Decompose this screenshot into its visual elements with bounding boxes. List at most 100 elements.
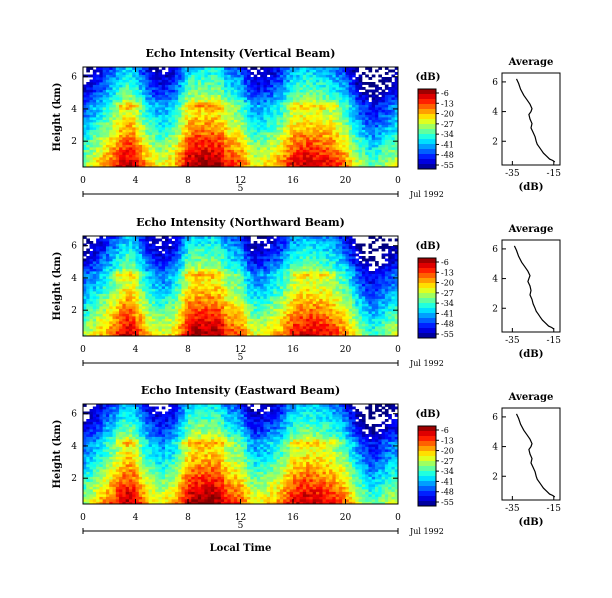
heatmap-cell: [181, 102, 186, 105]
heatmap-cell: [332, 94, 337, 98]
heatmap-cell: [145, 238, 150, 242]
heatmap-cell: [329, 99, 333, 103]
heatmap-cell: [165, 291, 169, 294]
heatmap-cell: [299, 144, 304, 148]
heatmap-cell: [119, 326, 123, 329]
heatmap-cell: [112, 82, 117, 85]
heatmap-cell: [155, 301, 159, 304]
heatmap-cell: [293, 139, 297, 143]
heatmap-cell: [296, 97, 300, 100]
heatmap-cell: [325, 97, 330, 100]
heatmap-cell: [168, 102, 172, 105]
heatmap-cell: [296, 69, 300, 73]
heatmap-cell: [306, 134, 310, 138]
heatmap-cell: [155, 134, 159, 138]
heatmap-cell: [220, 99, 225, 103]
heatmap-cell: [105, 144, 110, 148]
heatmap-cell: [142, 67, 146, 70]
heatmap-cell: [168, 107, 172, 110]
heatmap-cell: [105, 89, 110, 93]
heatmap-cell: [368, 142, 373, 145]
heatmap-cell: [299, 132, 304, 135]
heatmap-cell: [338, 127, 343, 130]
heatmap-cell: [329, 69, 333, 73]
heatmap-cell: [197, 104, 202, 108]
heatmap-cell: [365, 67, 369, 70]
heatmap-cell: [158, 82, 163, 85]
heatmap-cell: [348, 137, 353, 140]
heatmap-cell: [217, 159, 222, 163]
heatmap-cell: [266, 94, 271, 98]
heatmap-cell: [109, 331, 113, 334]
heatmap-cell: [115, 142, 120, 145]
heatmap-cell: [256, 107, 261, 110]
heatmap-cell: [283, 154, 287, 158]
heatmap-cell: [197, 162, 202, 165]
heatmap-cell: [201, 92, 205, 95]
heatmap-cell: [128, 298, 133, 302]
heatmap-cell: [158, 74, 163, 78]
heatmap-cell: [96, 293, 100, 297]
heatmap-cell: [102, 251, 107, 254]
heatmap-cell: [302, 164, 307, 168]
heatmap-cell: [329, 67, 333, 70]
heatmap-cell: [165, 112, 169, 115]
heatmap-cell: [105, 278, 110, 282]
heatmap-cell: [168, 316, 172, 319]
heatmap-cell: [181, 333, 186, 337]
heatmap-cell: [296, 124, 300, 128]
heatmap-cell: [378, 149, 382, 153]
heatmap-cell: [92, 89, 97, 93]
heatmap-cell: [273, 72, 277, 75]
heatmap-cell: [315, 72, 320, 75]
heatmap-cell: [145, 119, 150, 123]
heatmap-cell: [342, 107, 346, 110]
heatmap-cell: [391, 104, 396, 108]
heatmap-cell: [352, 69, 356, 73]
heatmap-cell: [112, 306, 117, 309]
heatmap-cell: [171, 303, 176, 307]
heatmap-cell: [319, 139, 323, 143]
heatmap-cell: [119, 134, 123, 138]
heatmap-cell: [142, 69, 146, 73]
heatmap-cell: [352, 122, 356, 125]
heatmap-cell: [109, 94, 113, 98]
heatmap-cell: [345, 147, 350, 150]
heatmap-cell: [394, 79, 399, 83]
heatmap-cell: [102, 308, 107, 312]
heatmap-cell: [191, 129, 195, 133]
heatmap-cell: [148, 92, 153, 95]
heatmap-cell: [92, 134, 97, 138]
heatmap-cell: [197, 154, 202, 158]
heatmap-cell: [322, 124, 327, 128]
heatmap-cell: [332, 79, 337, 83]
heatmap-cell: [148, 291, 153, 294]
heatmap-cell: [96, 326, 100, 329]
heatmap-cell: [201, 89, 205, 93]
heatmap-cell: [319, 72, 323, 75]
heatmap-cell: [322, 132, 327, 135]
heatmap-cell: [266, 137, 271, 140]
heatmap-cell: [283, 77, 287, 80]
heatmap-cell: [256, 99, 261, 103]
heatmap-cell: [309, 122, 314, 125]
heatmap-cell: [240, 112, 245, 115]
heatmap-cell: [138, 77, 143, 80]
heatmap-cell: [178, 311, 182, 314]
heatmap-cell: [286, 117, 291, 120]
heatmap-cell: [178, 291, 182, 294]
heatmap-cell: [128, 273, 133, 277]
heatmap-cell: [171, 293, 176, 297]
heatmap-cell: [319, 132, 323, 135]
heatmap-cell: [155, 159, 159, 163]
heatmap-cell: [217, 74, 222, 78]
heatmap-cell: [263, 114, 268, 118]
heatmap-cell: [243, 82, 248, 85]
heatmap-cell: [184, 127, 189, 130]
heatmap-cell: [161, 92, 166, 95]
heatmap-cell: [128, 144, 133, 148]
heatmap-cell: [247, 112, 251, 115]
heatmap-cell: [329, 134, 333, 138]
heatmap-cell: [86, 149, 90, 153]
heatmap-cell: [161, 89, 166, 93]
